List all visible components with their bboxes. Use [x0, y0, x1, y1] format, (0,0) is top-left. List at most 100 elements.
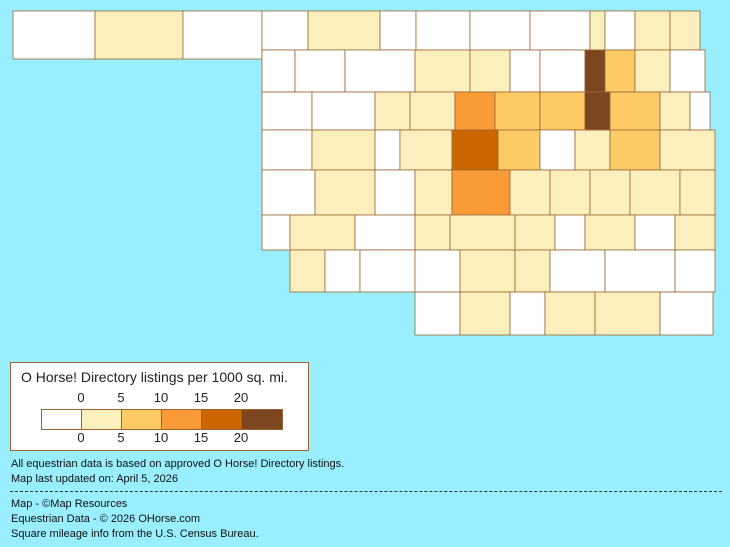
county [634, 214, 676, 251]
census-credit: Square mileage info from the U.S. Census… [11, 528, 259, 540]
county [414, 291, 461, 336]
county [584, 49, 606, 93]
county [509, 291, 546, 336]
updated-note: Map last updated on: April 5, 2026 [11, 473, 178, 485]
county [311, 91, 376, 131]
county [459, 291, 511, 336]
county [374, 129, 401, 171]
county [589, 169, 631, 216]
county [469, 49, 511, 93]
county [674, 214, 716, 251]
county [354, 214, 416, 251]
county [414, 214, 451, 251]
county [449, 214, 516, 251]
oklahoma-county-map [12, 10, 716, 336]
county [674, 249, 716, 293]
county [679, 169, 716, 216]
tick-label: 20 [233, 430, 249, 445]
county [629, 169, 681, 216]
county [574, 129, 611, 171]
county [659, 291, 714, 336]
county [414, 49, 471, 93]
county [584, 214, 636, 251]
county [94, 10, 184, 60]
tick-label: 10 [153, 430, 169, 445]
county [374, 169, 416, 216]
tick-label: 15 [193, 430, 209, 445]
tick-label: 10 [153, 390, 169, 405]
county [261, 169, 316, 216]
county [609, 129, 661, 171]
county [509, 49, 541, 93]
county [659, 91, 691, 131]
legend-swatch [202, 410, 242, 429]
county [261, 49, 296, 93]
county [497, 129, 541, 171]
county [539, 129, 576, 171]
county [311, 129, 376, 171]
county [509, 169, 551, 216]
county [659, 129, 716, 171]
county [669, 49, 706, 93]
county [182, 10, 263, 60]
divider [10, 491, 722, 492]
tick-label: 5 [117, 430, 125, 445]
county [539, 49, 586, 93]
county [289, 214, 356, 251]
county [584, 91, 611, 131]
data-credit: Equestrian Data - © 2026 OHorse.com [11, 513, 201, 525]
county [604, 249, 676, 293]
county [374, 91, 411, 131]
tick-label: 5 [117, 390, 125, 405]
tick-label: 0 [77, 390, 85, 405]
county [261, 10, 309, 51]
county [451, 129, 499, 171]
county [307, 10, 381, 51]
county [549, 169, 591, 216]
legend-color-scale [41, 409, 283, 430]
legend-swatch [82, 410, 122, 429]
tick-label: 15 [193, 390, 209, 405]
county [451, 169, 511, 216]
legend-ticks-top: 0 5 10 15 20 [41, 390, 281, 406]
county [604, 49, 636, 93]
county [549, 249, 606, 293]
county [414, 249, 461, 293]
tick-label: 20 [233, 390, 249, 405]
legend-swatch [42, 410, 82, 429]
county [12, 10, 96, 60]
county [544, 291, 596, 336]
county [554, 214, 586, 251]
tick-label: 0 [77, 430, 85, 445]
county [314, 169, 376, 216]
data-basis-note: All equestrian data is based on approved… [11, 458, 345, 470]
county [324, 249, 361, 293]
county [459, 249, 516, 293]
county [454, 91, 496, 131]
county [669, 10, 701, 51]
county [359, 249, 416, 293]
county [634, 49, 671, 93]
legend-ticks-bottom: 0 5 10 15 20 [41, 430, 281, 446]
legend-swatch [122, 410, 162, 429]
county [399, 129, 453, 171]
county [514, 249, 551, 293]
county [261, 129, 313, 171]
legend-title: O Horse! Directory listings per 1000 sq.… [21, 369, 288, 385]
county [494, 91, 541, 131]
legend-swatch [242, 410, 282, 429]
county [609, 91, 661, 131]
county [294, 49, 346, 93]
county [594, 291, 661, 336]
county [414, 169, 453, 216]
county [539, 91, 586, 131]
county [634, 10, 671, 51]
county [261, 214, 291, 251]
county [289, 249, 326, 293]
map-credit: Map - ©Map Resources [11, 498, 128, 510]
county [689, 91, 711, 131]
county [409, 91, 456, 131]
county [529, 10, 591, 51]
county [415, 10, 471, 51]
